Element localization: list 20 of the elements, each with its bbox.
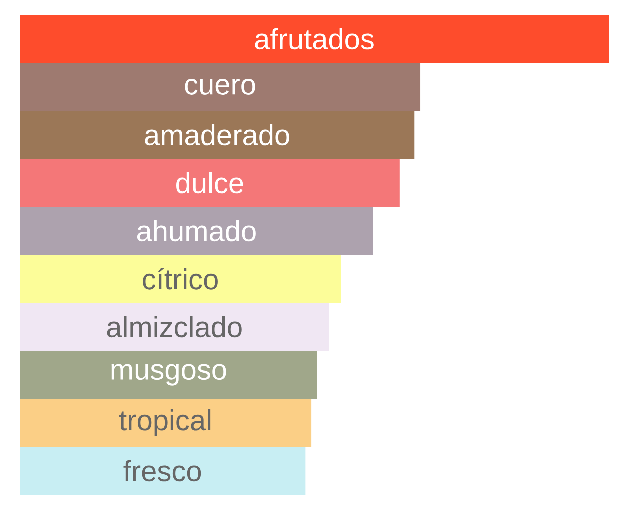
y-tick-label: ahumado: [137, 220, 256, 242]
bar: [20, 111, 415, 160]
y-tick-label: almizclado: [107, 316, 242, 338]
y-tick-label: dulce: [176, 172, 244, 194]
y-tick-label: tropical: [119, 409, 211, 437]
y-tick-label: musgoso: [112, 364, 226, 386]
bar: [20, 399, 312, 448]
bar: [20, 447, 306, 496]
bar: [20, 303, 330, 352]
y-tick-label: cuero: [185, 79, 256, 95]
y-tick-label: fresco: [124, 460, 202, 482]
y-tick-label: amaderado: [145, 124, 290, 146]
bar: [20, 15, 610, 64]
y-tick-label: cítrico: [143, 268, 218, 290]
y-tick-label: afrutados: [255, 28, 374, 50]
bar: [20, 63, 421, 112]
bar: [20, 207, 374, 256]
bar: [20, 351, 318, 400]
bar: [20, 159, 400, 208]
bar: [20, 255, 342, 304]
